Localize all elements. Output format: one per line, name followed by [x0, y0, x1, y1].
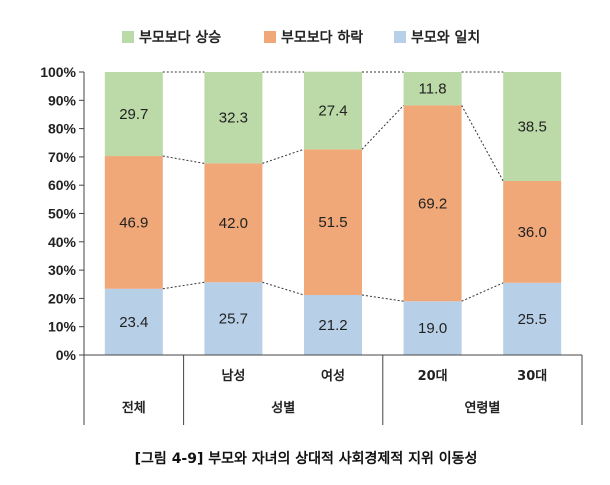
bar-segment — [204, 72, 263, 164]
y-axis: 0% 10% 20% 30% 40% 50% 60% 70% 80% 90% 100% — [40, 64, 85, 363]
y-tick-label: 50% — [48, 206, 77, 222]
legend: 부모보다 상승 부모보다 하락 부모와 일치 — [122, 29, 480, 46]
series-connector — [461, 105, 504, 182]
category-group-label: 성별 — [271, 400, 295, 416]
legend-swatch — [394, 31, 406, 43]
y-tick-label: 30% — [48, 262, 77, 278]
value-label: 19.0 — [418, 320, 447, 337]
y-tick-label: 40% — [48, 234, 77, 250]
value-label: 27.4 — [318, 102, 347, 119]
figure-caption: [그림 4-9] 부모와 자녀의 상대적 사회경제적 지위 이동성 — [135, 450, 478, 467]
value-label: 42.0 — [219, 215, 248, 232]
bar-segment — [204, 282, 263, 355]
value-label: 32.3 — [219, 110, 248, 127]
value-label: 25.7 — [219, 311, 248, 328]
bar-segment — [503, 180, 562, 283]
y-tick-label: 0% — [56, 347, 77, 363]
value-label: 38.5 — [518, 118, 547, 135]
y-tick-label: 80% — [48, 121, 77, 137]
series-connector — [162, 281, 205, 290]
bar-segment — [304, 295, 362, 355]
value-label: 29.7 — [119, 106, 148, 123]
bars — [104, 71, 562, 355]
series-connector — [361, 105, 404, 150]
category-label: 남성 — [221, 368, 245, 384]
y-tick-label: 90% — [48, 92, 77, 108]
legend-label: 부모보다 하락 — [281, 29, 363, 46]
bar-segment — [403, 105, 462, 302]
legend-swatch — [122, 31, 134, 43]
y-tick-label: 100% — [40, 64, 76, 80]
value-label: 69.2 — [418, 195, 447, 212]
series-connector — [262, 281, 305, 296]
legend-label: 부모와 일치 — [411, 29, 480, 46]
series-connector — [162, 155, 205, 164]
value-label: 21.2 — [318, 317, 347, 334]
category-label: 20대 — [418, 369, 448, 384]
value-label: 46.9 — [119, 214, 148, 231]
bar-segment — [304, 149, 362, 296]
value-label: 51.5 — [318, 214, 347, 231]
bar-segment — [503, 282, 562, 355]
y-tick-label: 70% — [48, 149, 77, 165]
y-tick-label: 60% — [48, 177, 77, 193]
value-label: 11.8 — [419, 81, 447, 98]
series-connector — [361, 294, 404, 302]
legend-swatch — [264, 31, 276, 43]
value-labels: 23.4 46.9 29.7 25.7 42.0 32.3 21.2 51.5 27.4 19.0… — [119, 81, 547, 337]
category-label: 30대 — [517, 369, 547, 384]
bar-segment — [204, 163, 263, 283]
bar-segment — [104, 156, 163, 289]
y-tick-label: 10% — [48, 319, 77, 335]
bar-segment — [503, 72, 562, 181]
bar-segment — [403, 301, 462, 355]
value-label: 23.4 — [119, 314, 148, 331]
legend-label: 부모보다 상승 — [139, 30, 221, 46]
category-label: 여성 — [321, 368, 345, 384]
series-connector-lines — [162, 71, 504, 302]
category-group-label: 연령별 — [464, 400, 500, 416]
bar-segment — [304, 71, 362, 150]
bar-segment — [403, 72, 462, 106]
bar-segment — [104, 288, 163, 355]
value-label: 36.0 — [518, 224, 547, 241]
value-label: 25.5 — [518, 311, 547, 328]
category-group-label: 전체 — [122, 400, 146, 416]
series-connector — [461, 282, 504, 302]
bar-segment — [104, 72, 163, 157]
y-tick-label: 20% — [48, 290, 77, 306]
series-connector — [262, 148, 305, 164]
